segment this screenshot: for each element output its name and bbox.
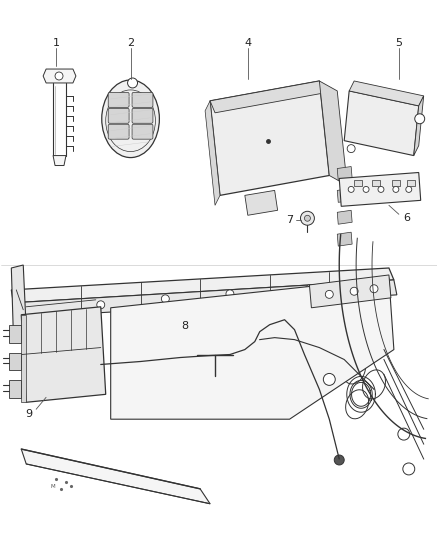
- Polygon shape: [210, 81, 324, 113]
- Polygon shape: [337, 188, 352, 203]
- Polygon shape: [339, 173, 421, 206]
- FancyBboxPatch shape: [108, 124, 129, 139]
- Polygon shape: [337, 232, 352, 246]
- Polygon shape: [349, 81, 424, 106]
- Polygon shape: [354, 181, 362, 187]
- Polygon shape: [9, 352, 21, 370]
- Circle shape: [393, 187, 399, 192]
- Text: 7: 7: [286, 215, 293, 225]
- Circle shape: [97, 301, 105, 309]
- Polygon shape: [43, 69, 76, 83]
- Circle shape: [55, 72, 63, 80]
- Polygon shape: [205, 101, 220, 205]
- Polygon shape: [392, 181, 400, 187]
- Polygon shape: [372, 181, 380, 187]
- Polygon shape: [21, 449, 210, 504]
- Polygon shape: [210, 81, 329, 196]
- Polygon shape: [319, 81, 347, 185]
- Circle shape: [226, 290, 234, 298]
- Circle shape: [403, 463, 415, 475]
- Circle shape: [406, 187, 412, 192]
- Text: 5: 5: [396, 38, 403, 48]
- Text: 9: 9: [26, 409, 33, 419]
- Circle shape: [304, 215, 311, 221]
- Polygon shape: [9, 325, 21, 343]
- FancyBboxPatch shape: [132, 92, 153, 107]
- Polygon shape: [337, 166, 352, 181]
- Circle shape: [370, 285, 378, 293]
- Polygon shape: [245, 190, 278, 215]
- Circle shape: [127, 78, 138, 88]
- Circle shape: [415, 114, 425, 124]
- Text: 8: 8: [182, 321, 189, 330]
- Text: 2: 2: [127, 38, 134, 48]
- Circle shape: [398, 428, 410, 440]
- Polygon shape: [414, 96, 424, 156]
- Polygon shape: [21, 307, 106, 402]
- Polygon shape: [111, 278, 394, 419]
- Circle shape: [363, 187, 369, 192]
- Polygon shape: [53, 156, 66, 166]
- Text: M: M: [51, 484, 55, 489]
- Polygon shape: [407, 181, 415, 187]
- Text: 4: 4: [244, 38, 251, 48]
- Polygon shape: [13, 280, 397, 318]
- Circle shape: [378, 187, 384, 192]
- FancyBboxPatch shape: [132, 124, 153, 139]
- Circle shape: [334, 455, 344, 465]
- Polygon shape: [11, 265, 26, 333]
- Polygon shape: [344, 91, 419, 156]
- Polygon shape: [337, 211, 352, 224]
- Circle shape: [323, 374, 335, 385]
- Circle shape: [325, 290, 333, 298]
- Circle shape: [300, 211, 314, 225]
- Text: 6: 6: [403, 213, 410, 223]
- Circle shape: [305, 285, 314, 293]
- FancyBboxPatch shape: [108, 92, 129, 107]
- Circle shape: [161, 295, 170, 303]
- Polygon shape: [9, 381, 21, 398]
- Circle shape: [350, 287, 358, 295]
- Polygon shape: [309, 275, 391, 308]
- FancyBboxPatch shape: [132, 108, 153, 123]
- Text: 1: 1: [53, 38, 60, 48]
- Polygon shape: [11, 268, 394, 303]
- Polygon shape: [21, 315, 26, 402]
- Circle shape: [347, 144, 355, 152]
- Ellipse shape: [102, 80, 159, 158]
- FancyBboxPatch shape: [108, 108, 129, 123]
- Circle shape: [348, 187, 354, 192]
